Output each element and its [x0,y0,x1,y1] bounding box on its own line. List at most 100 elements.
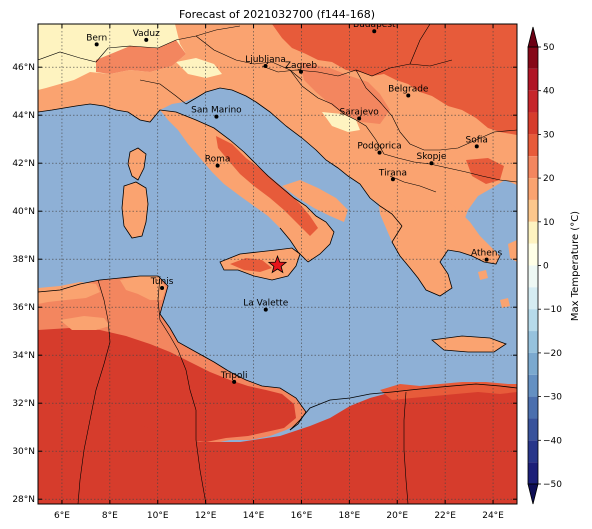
city-label: Sarajevo [340,108,380,118]
city-label: Skopje [417,152,447,162]
city-dot [406,93,411,98]
city-label: Belgrade [388,85,429,95]
colorbar-label: Max Temperature (°C) [570,211,581,321]
colorbar-segment [528,90,538,113]
bosnia-cool [322,112,360,132]
y-tick-label: 32°N [12,399,35,409]
city-dot [429,161,434,166]
city-dot [232,379,237,384]
city-dot [357,116,362,121]
colorbar-tick-label: 10 [543,218,555,228]
colorbar-segment [528,352,538,375]
city-dot [377,150,382,155]
colorbar-tick-label: −30 [543,393,562,403]
aegean-island-1 [478,270,488,280]
figure-title: Forecast of 2021032700 (f144-168) [179,8,375,21]
alps-warm-band [96,40,186,74]
sicily-warm [230,258,272,272]
colorbar-tick-label: 0 [543,262,549,272]
city-dot [94,42,99,47]
x-tick-label: 10°E [147,511,169,521]
map-axes: 6°E 8°E 10°E 12°E 14°E 16°E 18°E 20°E 22°E 24°E 28… [12,24,517,521]
city-label: La Valette [243,299,288,309]
colorbar-segment [528,331,538,353]
algeria-patch [60,316,110,330]
aegean-island-3 [508,240,517,262]
city-label: Ljubljana [245,55,286,65]
corsica [128,148,146,180]
italy-warm-spine [216,136,318,236]
city-dot [474,144,479,149]
colorbar-segment [528,134,538,157]
colorbar-segment [528,68,538,91]
city-label: Tunis [150,277,174,287]
x-tick-label: 12°E [195,511,217,521]
greece-warm [466,158,504,184]
country-borders [38,24,517,504]
map-gridlines [38,24,517,504]
city-label: Zagreb [285,61,317,71]
y-tick-label: 42°N [12,159,35,169]
x-tick-label: 6°E [54,511,70,521]
x-tick-label: 8°E [102,511,118,521]
city-label: Tripoli [220,371,248,381]
city-dot [298,69,303,74]
city-dot [215,163,220,168]
colorbar-tick-label: 40 [543,87,555,97]
city-dot [214,114,219,119]
colorbar-segment [528,440,538,463]
y-tick-label: 46°N [12,63,35,73]
colorbar-segment [528,243,538,266]
city-label: Roma [205,155,231,165]
colorbar-segment [528,374,538,397]
colorbar-tick-label: 20 [543,174,555,184]
city-label: Athens [471,249,502,259]
colorbar-extend-bottom [527,483,539,505]
aegean-island-2 [500,298,510,308]
colorbar-segment [528,265,538,288]
x-tick-label: 20°E [386,511,408,521]
colorbar-segment [528,462,538,484]
colorbar-segment [528,112,538,135]
city-label: Bern [86,33,107,43]
colorbar-tick-label: −40 [543,436,562,446]
colorbar-segment [528,156,538,179]
city-dot [144,37,149,42]
colorbar-tick-label: −20 [543,349,562,359]
x-tick-label: 18°E [339,511,361,521]
sardinia [122,182,148,238]
colorbar-tick-label: 30 [543,130,555,140]
alps-cool-small [176,58,222,78]
y-tick-label: 36°N [12,303,35,313]
balkans-mid [300,62,390,124]
colorbar-segment [528,309,538,332]
y-tick-label: 28°N [12,495,35,505]
city-label: Vaduz [133,29,160,39]
y-tick-label: 38°N [12,255,35,265]
greece-mainland [378,172,500,296]
city-label: Budapest [353,20,396,30]
x-tick-label: 24°E [482,511,504,521]
city-label: San Marino [191,106,242,116]
y-tick-label: 34°N [12,351,35,361]
italy-peninsula [160,110,334,262]
x-tick-label: 16°E [291,511,313,521]
colorbar-segment [528,178,538,200]
city-dot [484,257,489,262]
crete [432,336,506,352]
cyrenaica-coast [380,382,517,400]
y-tick-label: 40°N [12,207,35,217]
colorbar: 50 40 30 20 10 0 −10 −20 −30 −40 −50 [527,26,562,505]
map-frame [37,23,518,505]
city-dot [372,29,377,34]
city-label: Tirana [378,168,407,178]
y-tick-label: 44°N [12,111,35,121]
city-dot [160,286,165,290]
coastlines [38,87,517,431]
colorbar-tick-label: 50 [543,43,555,53]
colorbar-tick-label: −50 [543,480,562,490]
colorbar-segment [528,396,538,419]
